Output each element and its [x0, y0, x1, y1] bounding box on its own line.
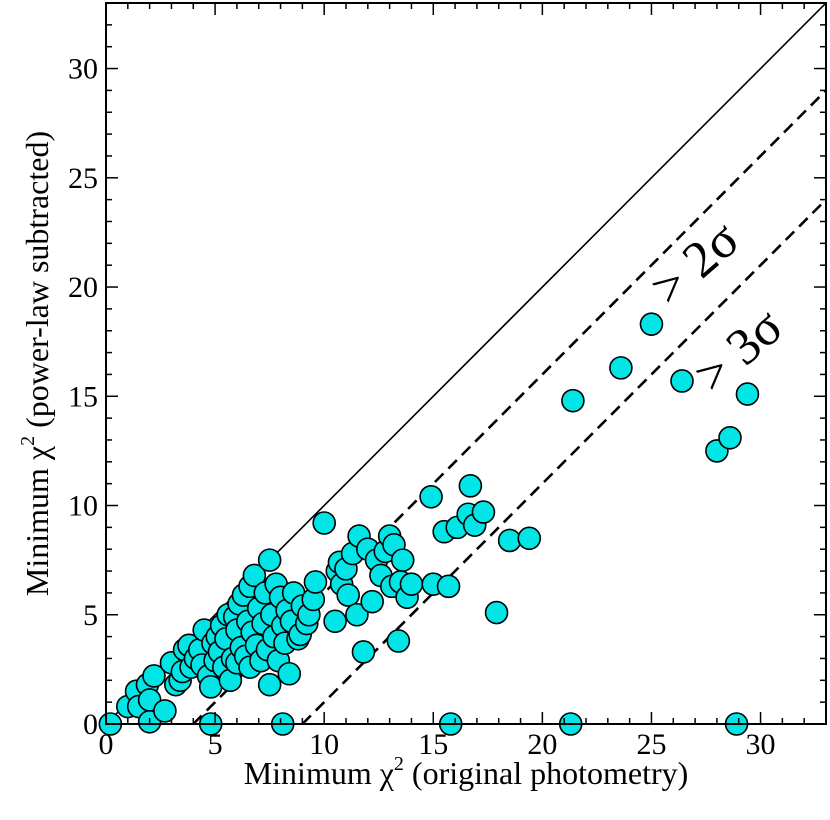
y-tick-label: 0: [83, 708, 98, 741]
y-tick-label: 20: [68, 271, 98, 304]
data-point: [153, 699, 177, 723]
x-axis-title: Minimum χ2 (original photometry): [244, 753, 689, 791]
data-point: [436, 574, 461, 599]
x-tick-label: 25: [636, 728, 666, 761]
data-point: [351, 640, 376, 664]
x-tick-label: 10: [309, 728, 339, 761]
data-point: [390, 548, 415, 572]
annotations: > 2σ> 3σ: [640, 211, 794, 405]
data-point: [142, 664, 166, 688]
data-point: [257, 548, 282, 572]
data-point: [609, 356, 633, 380]
data-point: [323, 609, 347, 634]
data-point: [735, 382, 760, 406]
y-tick-label: 15: [68, 380, 98, 413]
x-tick-label: 30: [746, 728, 776, 761]
annotation-label: > 3σ: [684, 298, 794, 404]
y-tick-label: 25: [68, 162, 98, 195]
plot-frame: [105, 2, 827, 725]
x-tick-label: 15: [418, 728, 448, 761]
data-point: [718, 425, 742, 450]
data-points: [98, 312, 760, 736]
annotation-label: > 2σ: [640, 211, 750, 317]
x-tick-label: 20: [527, 728, 557, 761]
data-point: [336, 583, 360, 607]
data-point: [198, 675, 223, 699]
y-tick-label: 5: [83, 599, 98, 632]
data-point: [386, 629, 411, 653]
data-point: [639, 312, 664, 336]
data-point: [277, 661, 302, 686]
x-tick-label: 5: [208, 728, 223, 761]
y-tick-label: 30: [68, 53, 98, 86]
data-point: [458, 474, 483, 498]
data-point: [345, 602, 369, 627]
data-point: [257, 672, 282, 697]
data-point: [497, 528, 522, 553]
data-point: [561, 388, 585, 413]
y-axis-title: Minimum χ2 (power-law subtracted): [17, 131, 55, 596]
data-point: [312, 511, 336, 535]
data-point: [517, 526, 542, 551]
data-point: [670, 369, 694, 393]
data-point: [242, 563, 267, 588]
data-point: [484, 600, 509, 625]
axis-ticks: [105, 2, 827, 725]
data-point: [471, 500, 496, 524]
line-2-sigma: [192, 89, 826, 724]
y-tick-label: 10: [68, 490, 98, 523]
data-point: [360, 589, 384, 614]
data-point: [303, 570, 328, 594]
line-3-sigma: [301, 198, 826, 724]
tick-labels: 0 5 10 15 20 25 30 0 5 10 15 20 25 30: [68, 53, 776, 761]
data-point: [419, 484, 443, 509]
x-tick-label: 0: [99, 728, 114, 761]
data-point: [399, 572, 424, 596]
